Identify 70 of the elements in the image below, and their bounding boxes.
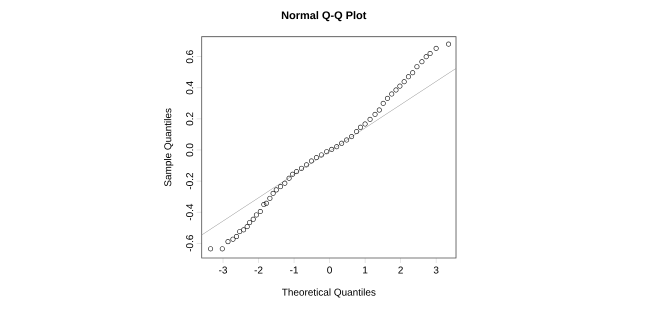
point (237, 229, 242, 234)
point (234, 234, 240, 240)
point (250, 216, 256, 222)
point (446, 42, 452, 47)
point (384, 96, 390, 101)
point (282, 180, 288, 186)
point (389, 92, 394, 97)
y-tick-label: 0.0 (186, 143, 194, 157)
point (428, 50, 433, 56)
point (230, 236, 236, 242)
point (318, 152, 324, 158)
point (244, 224, 250, 230)
x-tick-label: -1 (290, 266, 298, 274)
point (304, 162, 309, 168)
y-tick-label: 0.6 (186, 50, 194, 64)
point (286, 176, 292, 181)
point (376, 108, 382, 113)
x-tick-label: 3 (434, 266, 438, 274)
point (274, 187, 279, 192)
chart-title: Normal Q-Q Plot (282, 11, 366, 22)
point (247, 220, 252, 226)
y-tick-label: -0.4 (186, 204, 194, 220)
point (334, 144, 340, 150)
point (344, 138, 350, 143)
point (225, 239, 230, 244)
point (278, 184, 284, 190)
point (220, 246, 225, 252)
point (372, 112, 378, 117)
y-tick-label: -0.2 (186, 172, 194, 190)
point (402, 79, 407, 84)
point (264, 200, 269, 206)
point (354, 129, 360, 134)
point (208, 246, 214, 252)
point (410, 70, 416, 76)
point (258, 209, 263, 214)
point (406, 74, 411, 80)
point (329, 146, 334, 152)
x-tick-label: 0 (327, 266, 332, 274)
point (434, 46, 439, 51)
point (294, 169, 300, 174)
point (414, 64, 420, 70)
point (324, 149, 330, 154)
point (270, 190, 276, 196)
point (299, 166, 304, 171)
x-tick-label: -2 (254, 266, 262, 274)
point (267, 196, 272, 201)
point (362, 122, 368, 127)
point (314, 155, 319, 160)
y-tick-label: 0.4 (186, 81, 194, 94)
x-tick-label: -3 (219, 266, 228, 274)
point (241, 227, 246, 232)
point (419, 59, 424, 64)
x-tick-label: 1 (363, 266, 368, 274)
point (397, 84, 402, 89)
point (393, 88, 398, 93)
point (254, 212, 259, 218)
point (261, 202, 266, 208)
x-axis-title: Theoretical Quantiles (282, 288, 376, 298)
point (424, 54, 429, 60)
y-tick-label: 0.2 (186, 112, 194, 126)
point (380, 100, 386, 106)
y-tick-label: -0.6 (186, 235, 194, 252)
point (368, 116, 373, 122)
point (339, 140, 344, 146)
x-tick-label: 2 (398, 266, 403, 274)
point (290, 172, 296, 177)
point (349, 134, 354, 140)
y-axis-title: Sample Quantiles (164, 108, 174, 186)
point (308, 158, 314, 164)
point (358, 124, 363, 130)
